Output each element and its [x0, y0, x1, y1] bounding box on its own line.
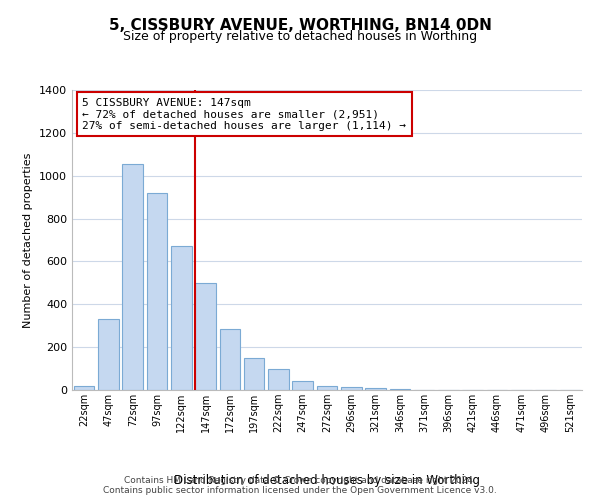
Bar: [171, 246, 191, 390]
Bar: [220, 329, 240, 390]
X-axis label: Distribution of detached houses by size in Worthing: Distribution of detached houses by size …: [174, 474, 480, 487]
Text: Size of property relative to detached houses in Worthing: Size of property relative to detached ho…: [123, 30, 477, 43]
Bar: [317, 386, 337, 390]
Bar: [74, 386, 94, 390]
Bar: [365, 388, 386, 390]
Bar: [122, 164, 143, 390]
Bar: [341, 387, 362, 390]
Y-axis label: Number of detached properties: Number of detached properties: [23, 152, 34, 328]
Bar: [268, 368, 289, 390]
Text: 5, CISSBURY AVENUE, WORTHING, BN14 0DN: 5, CISSBURY AVENUE, WORTHING, BN14 0DN: [109, 18, 491, 32]
Bar: [292, 382, 313, 390]
Text: Contains HM Land Registry data © Crown copyright and database right 2024.: Contains HM Land Registry data © Crown c…: [124, 476, 476, 485]
Text: Contains public sector information licensed under the Open Government Licence v3: Contains public sector information licen…: [103, 486, 497, 495]
Bar: [98, 320, 119, 390]
Bar: [146, 193, 167, 390]
Bar: [195, 283, 216, 390]
Bar: [244, 358, 265, 390]
Bar: [389, 389, 410, 390]
Text: 5 CISSBURY AVENUE: 147sqm
← 72% of detached houses are smaller (2,951)
27% of se: 5 CISSBURY AVENUE: 147sqm ← 72% of detac…: [82, 98, 406, 130]
